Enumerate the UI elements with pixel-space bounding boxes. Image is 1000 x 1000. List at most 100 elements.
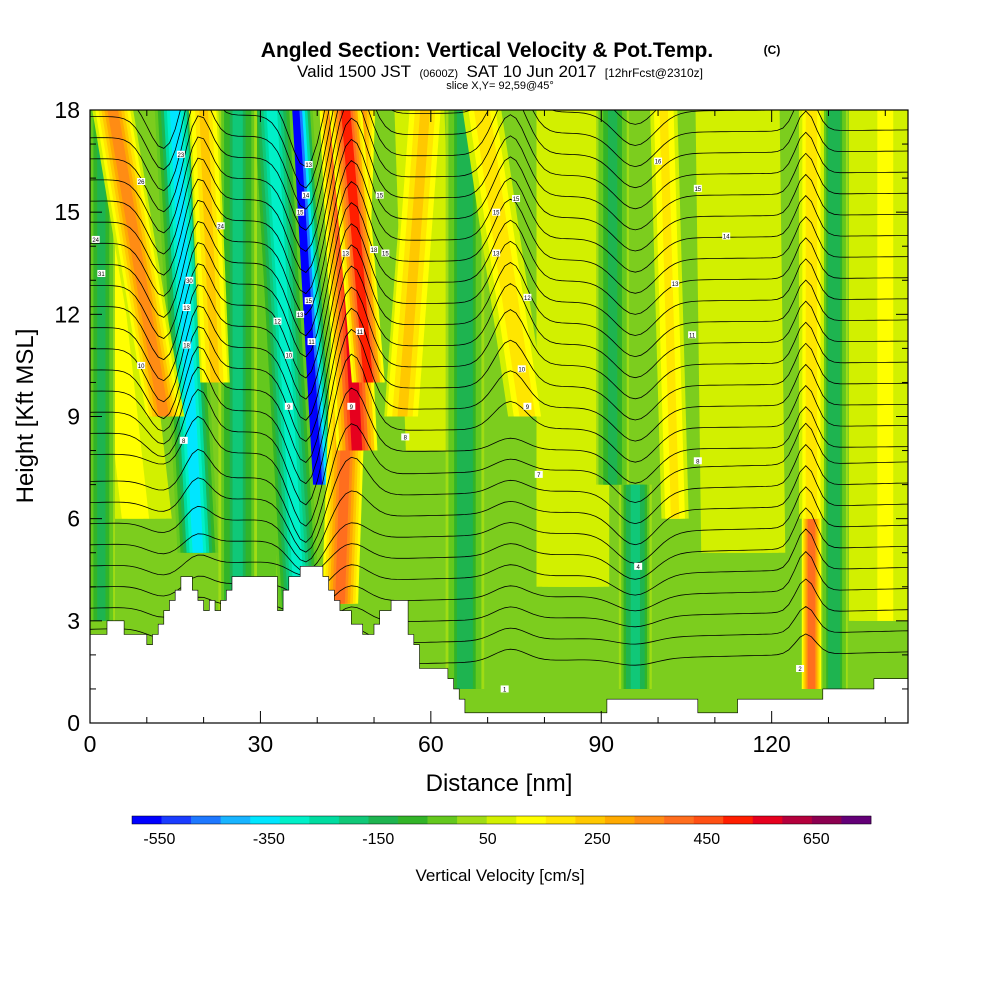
updraft-column-6-band-5	[476, 110, 533, 417]
contour-label-text: 10	[518, 367, 525, 373]
downdraft-column-4-band-5	[459, 110, 471, 689]
contour-labels: 2326242431301318108131415151312111091513…	[91, 150, 805, 693]
contour-label-box	[185, 276, 194, 284]
contour-label-box	[796, 665, 805, 673]
subtitle-date: SAT 10 Jun 2017	[466, 62, 596, 81]
theta-contour-16	[90, 244, 908, 400]
colorbar-swatch-10	[427, 816, 458, 824]
colorbar: -550 -350 -150 50 250 450 650	[131, 815, 872, 848]
contour-label-text: 23	[178, 153, 185, 159]
colorbar-tick-label-5: 450	[693, 831, 720, 848]
contour-label-text: 31	[98, 272, 105, 278]
contour-label-box	[381, 249, 390, 257]
contour-label-9: 8	[179, 436, 188, 445]
contour-label-20: 13	[341, 249, 350, 258]
contour-label-box	[273, 317, 282, 325]
x-tick-label-0: 0	[84, 731, 97, 757]
contour-label-text: 13	[672, 282, 679, 288]
y-tick-label-0: 0	[67, 710, 80, 736]
contour-label-box	[517, 365, 526, 373]
y-tick-label-6: 18	[54, 97, 80, 123]
contour-label-box	[401, 433, 410, 441]
y-axis-label: Height [Kft MSL]	[12, 329, 39, 504]
contour-label-32: 7	[534, 470, 543, 479]
contour-label-17: 10	[284, 351, 293, 360]
contour-label-box	[500, 685, 509, 693]
x-tick-label-3: 90	[588, 731, 614, 757]
contour-label-text: 13	[183, 306, 190, 312]
theta-contour-23	[90, 110, 908, 252]
contour-label-39: 4	[634, 562, 643, 571]
theta-contour-11	[90, 353, 908, 506]
contour-label-box	[688, 331, 697, 339]
y-tick-label-2: 6	[67, 506, 80, 532]
contour-label-text: 15	[297, 211, 304, 217]
contour-label-text: 12	[524, 296, 531, 302]
contour-label-box	[182, 304, 191, 312]
contour-label-1: 26	[137, 178, 146, 186]
contour-label-text: 10	[138, 364, 145, 370]
contour-label-box	[301, 191, 310, 199]
subtitle-zulu: (0600Z)	[420, 68, 459, 80]
contour-label-text: 24	[92, 238, 99, 244]
colorbar-swatch-19	[693, 816, 724, 824]
contour-label-box	[722, 232, 731, 240]
colorbar-swatch-21	[752, 816, 783, 824]
colorbar-swatch-17	[634, 816, 665, 824]
contour-label-box	[634, 562, 643, 570]
contour-label-5: 30	[185, 276, 194, 285]
contour-label-box	[304, 160, 313, 168]
contour-label-text: 13	[305, 163, 312, 169]
theta-contour-18	[90, 202, 908, 358]
contour-label-26: 15	[492, 208, 501, 217]
contour-label-15: 12	[273, 317, 282, 326]
updraft-column-4-band-5	[340, 110, 373, 383]
theta-contour-13	[90, 307, 908, 464]
colorbar-swatch-8	[368, 816, 399, 824]
downdraft-column-2-band-5	[266, 110, 306, 621]
contour-label-text: 18	[183, 343, 190, 349]
colorbar-frame	[131, 815, 872, 825]
contour-label-22: 15	[381, 249, 390, 258]
contour-label-0: 23	[176, 150, 185, 159]
theta-contour-22	[90, 117, 908, 274]
updraft-column-0-band-5	[107, 110, 170, 417]
colorbar-swatch-1	[161, 816, 192, 824]
colorbar-tick-label-0: -550	[143, 831, 175, 848]
x-tick-label-4: 120	[752, 731, 790, 757]
contour-label-text: 26	[138, 180, 145, 186]
contour-label-36: 13	[671, 280, 680, 288]
contour-label-41: 2	[796, 665, 805, 673]
x-axis-label: Distance [nm]	[426, 770, 573, 797]
theta-contour-8	[90, 444, 908, 553]
contour-label-text: 18	[371, 248, 378, 254]
contour-label-box	[512, 195, 521, 203]
colorbar-swatch-16	[604, 816, 635, 824]
contour-label-text: 14	[303, 194, 310, 200]
colorbar-swatch-9	[398, 816, 428, 824]
contour-label-box	[341, 249, 350, 257]
contour-label-text: 4	[637, 565, 641, 571]
contour-label-4: 31	[97, 269, 106, 278]
contour-label-text: 10	[285, 354, 292, 360]
contour-label-2: 24	[91, 235, 100, 244]
contour-label-text: 11	[308, 340, 315, 346]
contour-label-text: 15	[694, 187, 701, 193]
contour-label-31: 9	[523, 402, 532, 411]
colorbar-swatch-2	[191, 816, 221, 824]
contour-label-3: 24	[216, 222, 225, 230]
y-tick-label-4: 12	[54, 301, 80, 327]
contour-label-33: 16	[654, 157, 663, 166]
contour-label-text: 9	[287, 405, 291, 411]
contour-label-text: 15	[376, 194, 383, 200]
contour-label-40: 1	[500, 685, 509, 693]
contour-label-text: 15	[382, 252, 389, 258]
contour-label-28: 13	[492, 249, 501, 258]
contour-label-text: 11	[689, 333, 696, 339]
x-axis: 0 30 60 90 120	[84, 110, 886, 757]
contour-label-box	[179, 436, 188, 444]
colorbar-swatch-3	[220, 816, 251, 824]
contour-label-box	[671, 280, 680, 288]
contour-label-box	[375, 191, 384, 199]
